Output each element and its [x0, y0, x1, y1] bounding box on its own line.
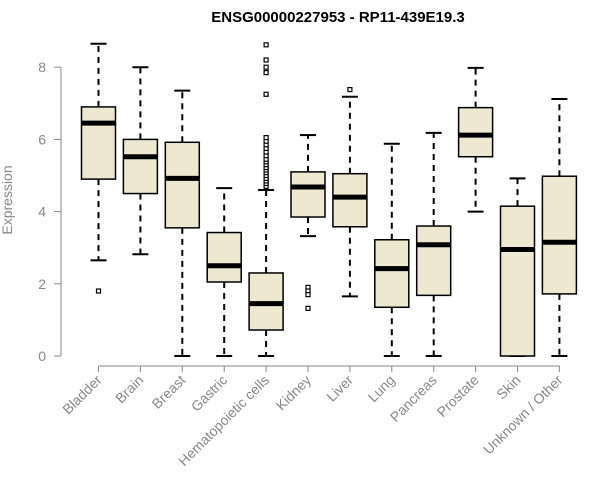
- outlier-point: [95, 288, 102, 294]
- y-axis: 0 2 4 6 8: [38, 59, 62, 364]
- x-tick-label: Kidney: [273, 372, 315, 414]
- box-kidney: [290, 134, 326, 311]
- x-tick-label: Bladder: [59, 372, 105, 418]
- box-iqr: [374, 239, 410, 309]
- box-unknown-other: [541, 97, 578, 357]
- y-axis-label: Expression: [0, 165, 15, 234]
- x-tick-label: Prostate: [434, 372, 482, 420]
- box-liver: [332, 86, 368, 298]
- outlier-point: [263, 57, 269, 63]
- box-bladder: [80, 42, 117, 294]
- box-iqr: [206, 231, 242, 283]
- outlier-point: [263, 42, 269, 48]
- box-skin: [499, 177, 536, 357]
- plot-area: [80, 42, 578, 357]
- y-tick-label: 6: [38, 131, 46, 147]
- outlier-point: [263, 70, 269, 76]
- outlier-point: [347, 86, 353, 93]
- chart-title: ENSG00000227953 - RP11-439E19.3: [211, 9, 465, 26]
- y-tick-label: 2: [38, 276, 46, 292]
- x-tick-label: Unknown / Other: [480, 372, 566, 458]
- x-tick-label: Liver: [323, 372, 356, 405]
- box-iqr: [290, 171, 326, 218]
- box-iqr: [499, 205, 536, 357]
- box-iqr: [541, 175, 578, 295]
- box-iqr: [457, 106, 494, 158]
- outlier-point: [305, 292, 311, 298]
- outlier-point: [263, 134, 269, 141]
- x-tick-label: Pancreas: [387, 372, 440, 425]
- x-tick-label: Lung: [365, 372, 398, 405]
- box-iqr: [332, 172, 368, 228]
- box-breast: [164, 89, 201, 357]
- box-pancreas: [415, 131, 452, 357]
- box-prostate: [457, 66, 494, 213]
- x-tick-label: Skin: [493, 372, 524, 403]
- box-iqr: [80, 106, 117, 180]
- outlier-point: [305, 305, 311, 311]
- y-tick-label: 4: [38, 204, 46, 220]
- box-brain: [122, 66, 159, 256]
- y-tick-label: 8: [38, 59, 46, 75]
- x-tick-label: Brain: [112, 372, 146, 406]
- box-hematopoietic-cells: [248, 42, 284, 357]
- outlier-point: [263, 91, 269, 97]
- box-gastric: [206, 187, 242, 357]
- box-lung: [374, 142, 410, 357]
- y-tick-label: 0: [38, 348, 46, 364]
- outlier-point: [263, 64, 269, 70]
- box-iqr: [415, 225, 452, 297]
- box-iqr: [122, 138, 159, 195]
- box-iqr: [164, 141, 201, 229]
- x-tick-label: Breast: [148, 372, 188, 412]
